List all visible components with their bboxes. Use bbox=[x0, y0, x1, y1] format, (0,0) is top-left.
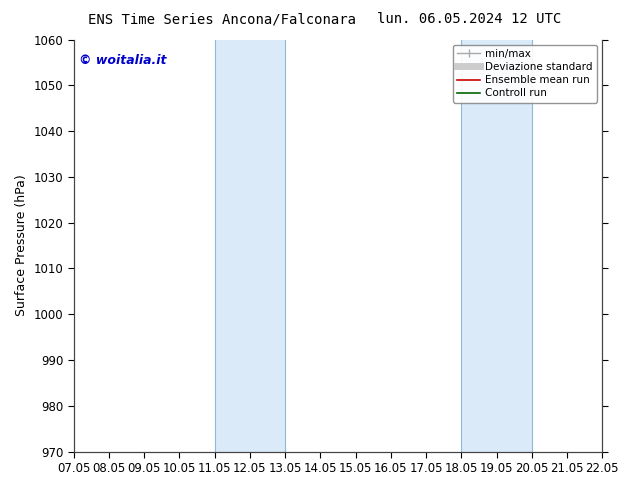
Bar bbox=[215, 40, 285, 452]
Legend: min/max, Deviazione standard, Ensemble mean run, Controll run: min/max, Deviazione standard, Ensemble m… bbox=[453, 45, 597, 102]
Y-axis label: Surface Pressure (hPa): Surface Pressure (hPa) bbox=[15, 175, 28, 317]
Bar bbox=[462, 40, 532, 452]
Text: ENS Time Series Ancona/Falconara: ENS Time Series Ancona/Falconara bbox=[88, 12, 356, 26]
Text: © woitalia.it: © woitalia.it bbox=[79, 54, 167, 67]
Text: lun. 06.05.2024 12 UTC: lun. 06.05.2024 12 UTC bbox=[377, 12, 561, 26]
